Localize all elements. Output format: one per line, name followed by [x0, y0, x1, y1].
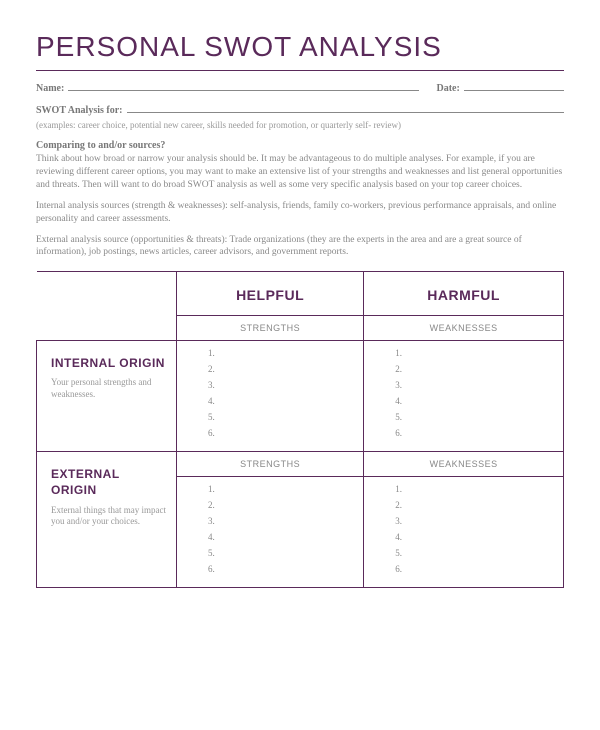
swot-for-label: SWOT Analysis for: — [36, 104, 123, 118]
external-origin-title: EXTERNAL ORIGIN — [51, 466, 166, 498]
name-label: Name: — [36, 82, 64, 96]
external-strengths-cell[interactable] — [177, 477, 364, 588]
list-item[interactable] — [217, 395, 355, 411]
list-item[interactable] — [217, 379, 355, 395]
list-item[interactable] — [404, 363, 555, 379]
column-helpful: HELPFUL — [177, 272, 364, 316]
comparing-paragraph-3: External analysis source (opportunities … — [36, 234, 564, 260]
internal-origin-title: INTERNAL ORIGIN — [51, 355, 166, 371]
comparing-paragraph-2: Internal analysis sources (strength & we… — [36, 200, 564, 226]
subheader-strengths-external: STRENGTHS — [177, 452, 364, 477]
list-item[interactable] — [217, 427, 355, 443]
list-item[interactable] — [404, 347, 555, 363]
list-item[interactable] — [404, 531, 555, 547]
subheader-weaknesses-external: WEAKNESSES — [364, 452, 564, 477]
list-item[interactable] — [404, 411, 555, 427]
name-input-line[interactable] — [68, 81, 418, 91]
list-item[interactable] — [217, 547, 355, 563]
internal-weaknesses-list — [404, 347, 555, 443]
internal-strengths-cell[interactable] — [177, 341, 364, 452]
subheader-strengths-internal: STRENGTHS — [177, 316, 364, 341]
internal-weaknesses-cell[interactable] — [364, 341, 564, 452]
external-strengths-list — [217, 483, 355, 579]
external-origin-desc: External things that may impact you and/… — [51, 505, 166, 528]
header-empty-cell — [37, 272, 177, 341]
list-item[interactable] — [404, 515, 555, 531]
internal-strengths-list — [217, 347, 355, 443]
list-item[interactable] — [217, 363, 355, 379]
date-field: Date: — [437, 81, 565, 96]
list-item[interactable] — [404, 563, 555, 579]
date-label: Date: — [437, 82, 460, 96]
list-item[interactable] — [404, 427, 555, 443]
external-origin-cell: EXTERNAL ORIGIN External things that may… — [37, 452, 177, 588]
list-item[interactable] — [217, 347, 355, 363]
swot-for-input-line[interactable] — [127, 103, 565, 113]
swot-for-row: SWOT Analysis for: — [36, 103, 564, 118]
list-item[interactable] — [404, 547, 555, 563]
page-title: PERSONAL SWOT ANALYSIS — [36, 28, 564, 66]
external-weaknesses-cell[interactable] — [364, 477, 564, 588]
internal-origin-cell: INTERNAL ORIGIN Your personal strengths … — [37, 341, 177, 452]
list-item[interactable] — [404, 483, 555, 499]
external-weaknesses-list — [404, 483, 555, 579]
list-item[interactable] — [404, 379, 555, 395]
date-input-line[interactable] — [464, 81, 564, 91]
comparing-heading: Comparing to and/or sources? — [36, 139, 564, 153]
list-item[interactable] — [217, 563, 355, 579]
list-item[interactable] — [404, 395, 555, 411]
list-item[interactable] — [217, 531, 355, 547]
list-item[interactable] — [217, 411, 355, 427]
list-item[interactable] — [217, 483, 355, 499]
comparing-paragraph-1: Think about how broad or narrow your ana… — [36, 153, 564, 191]
name-date-row: Name: Date: — [36, 81, 564, 96]
name-field: Name: — [36, 81, 419, 96]
list-item[interactable] — [217, 499, 355, 515]
list-item[interactable] — [404, 499, 555, 515]
swot-table: HELPFUL HARMFUL STRENGTHS WEAKNESSES INT… — [36, 271, 564, 588]
title-rule — [36, 70, 564, 71]
column-harmful: HARMFUL — [364, 272, 564, 316]
list-item[interactable] — [217, 515, 355, 531]
internal-origin-desc: Your personal strengths and weaknesses. — [51, 377, 166, 400]
subheader-weaknesses-internal: WEAKNESSES — [364, 316, 564, 341]
swot-for-examples: (examples: career choice, potential new … — [36, 119, 564, 131]
